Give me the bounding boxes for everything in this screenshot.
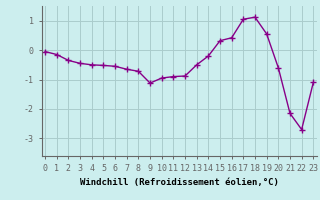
X-axis label: Windchill (Refroidissement éolien,°C): Windchill (Refroidissement éolien,°C)	[80, 178, 279, 187]
